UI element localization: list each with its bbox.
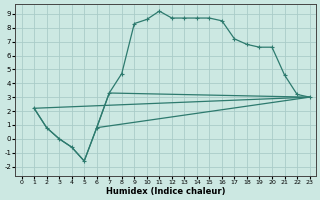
X-axis label: Humidex (Indice chaleur): Humidex (Indice chaleur) [106, 187, 225, 196]
